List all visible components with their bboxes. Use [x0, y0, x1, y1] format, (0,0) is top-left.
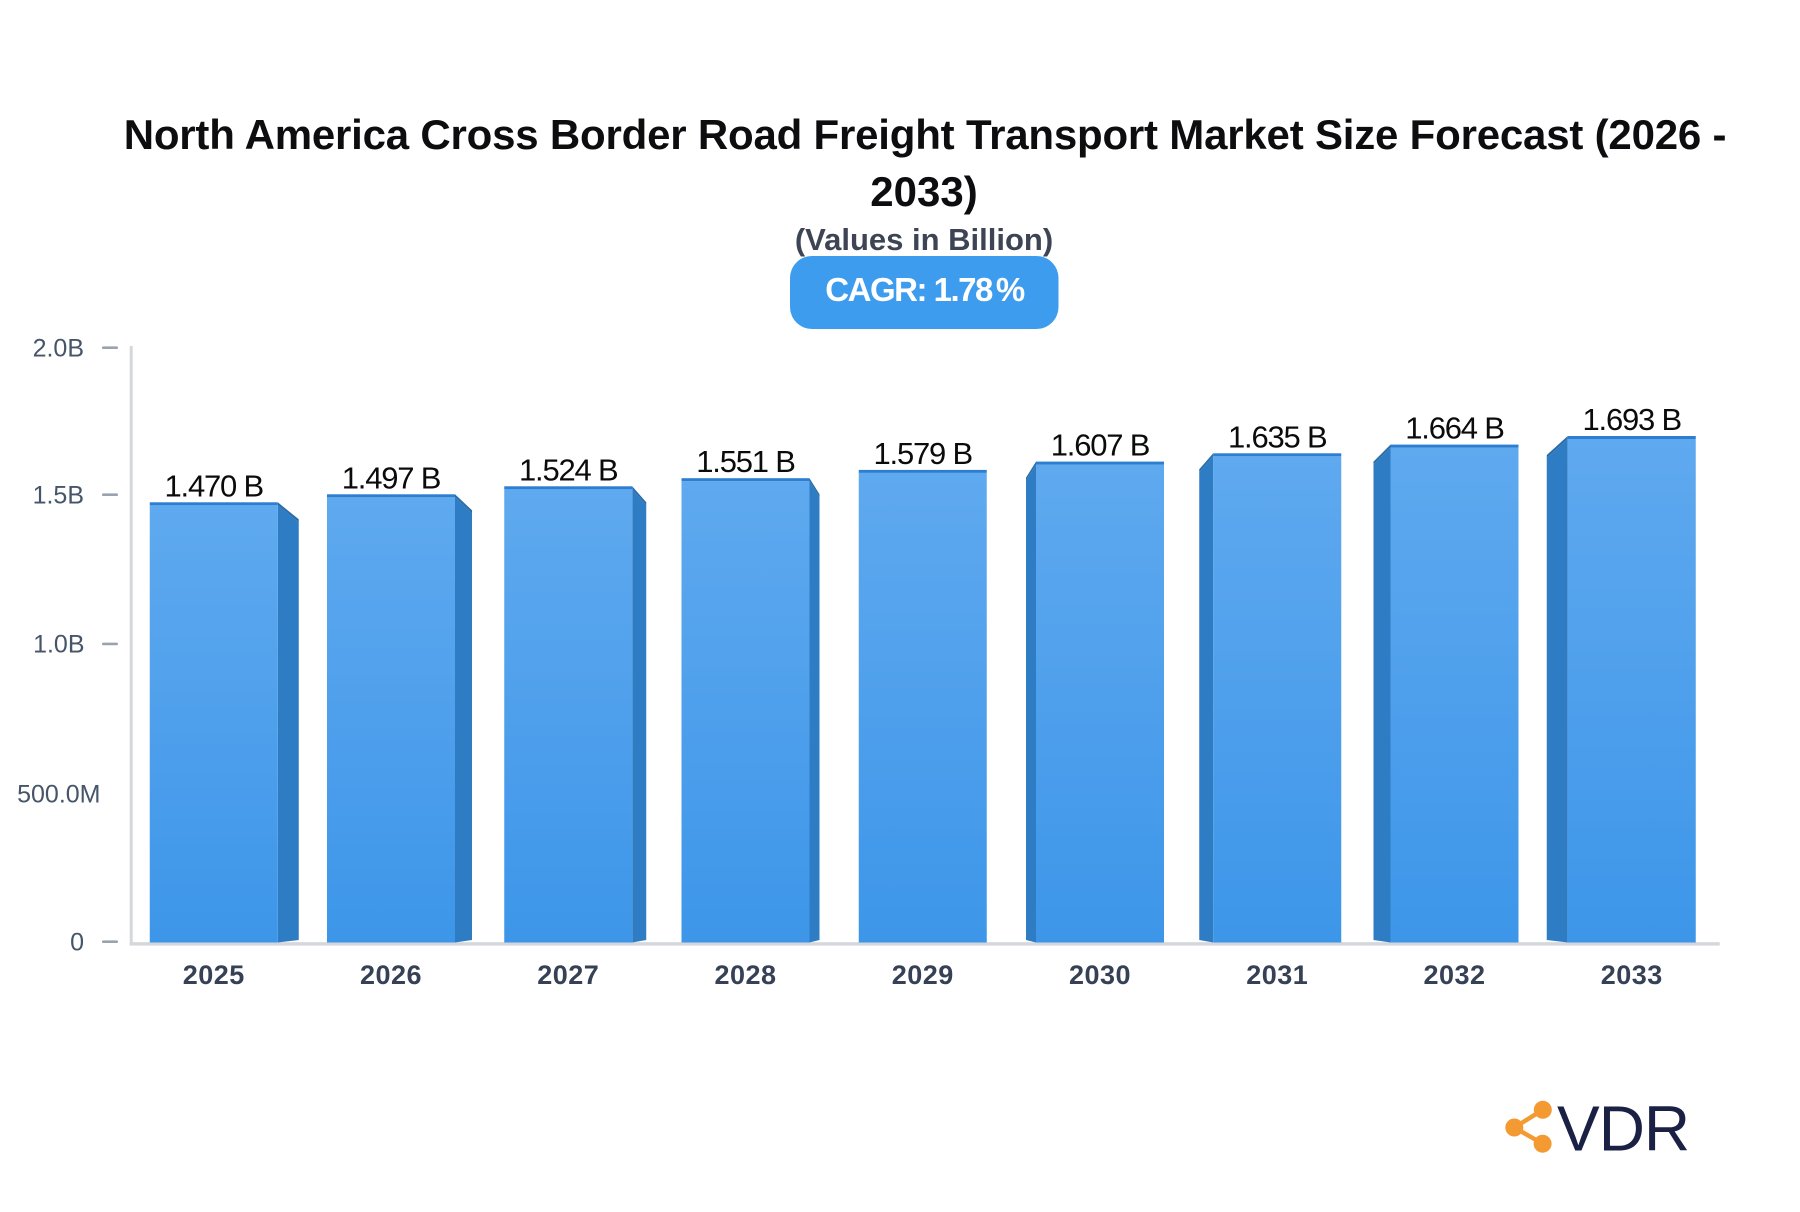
- svg-text:2026: 2026: [360, 960, 422, 990]
- svg-text:2033): 2033): [870, 168, 977, 215]
- svg-text:500.0M: 500.0M: [17, 780, 100, 808]
- svg-text:2031: 2031: [1246, 960, 1308, 990]
- svg-text:1.607 B: 1.607 B: [1051, 428, 1150, 463]
- svg-text:1.470 B: 1.470 B: [165, 468, 264, 503]
- svg-text:(Values in Billion): (Values in Billion): [795, 222, 1053, 257]
- svg-text:2027: 2027: [537, 960, 599, 990]
- svg-text:2030: 2030: [1069, 960, 1131, 990]
- svg-text:1.664 B: 1.664 B: [1405, 411, 1504, 446]
- svg-text:2033: 2033: [1601, 960, 1663, 990]
- svg-text:1.579 B: 1.579 B: [874, 436, 973, 471]
- svg-text:1.5B: 1.5B: [33, 482, 84, 510]
- svg-text:North America Cross Border Roa: North America Cross Border Road Freight …: [124, 111, 1727, 158]
- svg-text:CAGR: 1.78%: CAGR: 1.78%: [825, 271, 1025, 308]
- svg-text:1.693 B: 1.693 B: [1583, 402, 1682, 437]
- svg-text:1.524 B: 1.524 B: [519, 452, 618, 487]
- svg-text:1.551 B: 1.551 B: [696, 444, 795, 479]
- svg-text:VDR: VDR: [1557, 1093, 1689, 1165]
- svg-text:2028: 2028: [714, 960, 776, 990]
- svg-text:2032: 2032: [1423, 960, 1485, 990]
- svg-text:2.0B: 2.0B: [33, 335, 84, 363]
- svg-text:1.635 B: 1.635 B: [1228, 419, 1327, 454]
- svg-text:1.0B: 1.0B: [33, 631, 84, 659]
- svg-text:2029: 2029: [892, 960, 954, 990]
- svg-text:0: 0: [70, 929, 84, 957]
- svg-text:1.497 B: 1.497 B: [342, 460, 441, 495]
- svg-text:2025: 2025: [183, 960, 245, 990]
